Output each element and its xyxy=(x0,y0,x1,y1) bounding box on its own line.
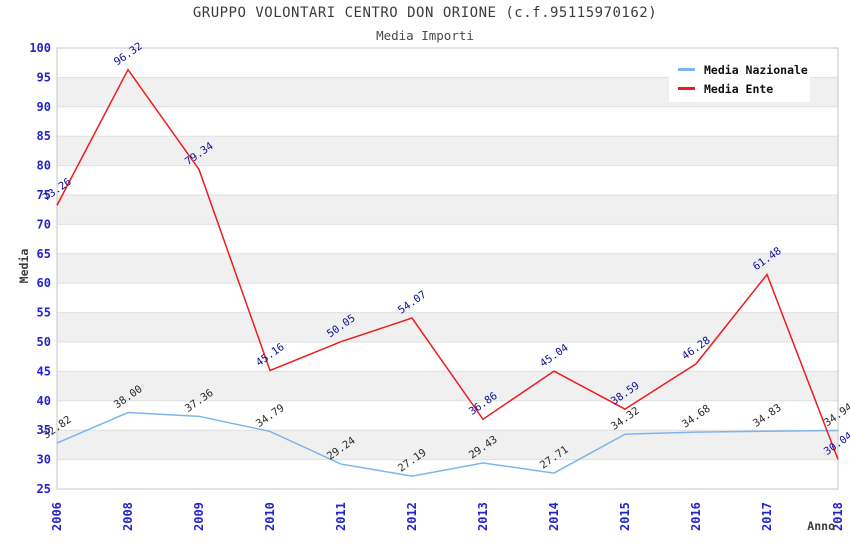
x-tick-label: 2013 xyxy=(476,502,490,531)
series-line-media-ente xyxy=(56,68,839,460)
plot-band xyxy=(57,224,838,254)
y-tick-label: 40 xyxy=(37,394,51,408)
x-tick-label: 2009 xyxy=(192,502,206,531)
x-tick-label: 2010 xyxy=(263,502,277,531)
plot-border xyxy=(56,47,839,490)
x-tick-label: 2011 xyxy=(334,502,348,531)
plot-band xyxy=(57,195,838,225)
y-tick-label: 50 xyxy=(37,335,51,349)
y-tick-label: 80 xyxy=(37,159,51,173)
x-tick-label: 2012 xyxy=(405,502,419,531)
y-tick-label: 45 xyxy=(37,364,51,378)
x-tick-label: 2017 xyxy=(760,502,774,531)
plot-band xyxy=(57,106,838,137)
y-tick-label: 55 xyxy=(37,306,51,320)
y-tick-label: 75 xyxy=(37,188,51,202)
plot-band xyxy=(57,312,838,342)
plot-band xyxy=(57,253,838,284)
legend-item: Media Nazionale xyxy=(678,60,810,79)
y-tick-label: 25 xyxy=(37,482,51,496)
plot-band xyxy=(57,165,838,195)
legend-item: Media Ente xyxy=(678,79,810,98)
y-tick-label: 30 xyxy=(37,453,51,467)
plot-band xyxy=(57,371,838,401)
x-tick-label: 2015 xyxy=(618,502,632,531)
y-tick-label: 65 xyxy=(37,247,51,261)
y-tick-label: 60 xyxy=(37,276,51,290)
legend: Media Nazionale Media Ente xyxy=(669,56,810,102)
plot-band xyxy=(57,283,838,313)
x-tick-label: 2016 xyxy=(689,502,703,531)
x-tick-label: 2008 xyxy=(121,502,135,531)
legend-label: Media Nazionale xyxy=(704,62,808,77)
y-axis-title: Media xyxy=(17,249,31,284)
x-axis-title: Anno xyxy=(807,519,835,533)
y-tick-label: 90 xyxy=(37,100,51,114)
y-tick-label: 35 xyxy=(37,423,51,437)
x-tick-label: 2006 xyxy=(50,502,64,531)
y-tick-label: 70 xyxy=(37,217,51,231)
legend-swatch-icon xyxy=(678,68,695,71)
y-tick-label: 100 xyxy=(29,41,51,55)
legend-label: Media Ente xyxy=(704,81,774,96)
plot-band xyxy=(57,342,838,372)
x-tick-label: 2018 xyxy=(831,502,845,531)
plot-band xyxy=(57,136,838,166)
plot-band xyxy=(57,459,838,489)
series-line-media-nazionale xyxy=(56,411,839,477)
chart-subtitle: Media Importi xyxy=(376,28,474,43)
y-tick-label: 85 xyxy=(37,129,51,143)
y-tick-label: 95 xyxy=(37,70,51,84)
plot-band xyxy=(57,430,838,460)
legend-swatch-icon xyxy=(678,87,695,90)
chart-title: GRUPPO VOLONTARI CENTRO DON ORIONE (c.f.… xyxy=(192,5,658,21)
x-tick-label: 2014 xyxy=(547,502,561,531)
